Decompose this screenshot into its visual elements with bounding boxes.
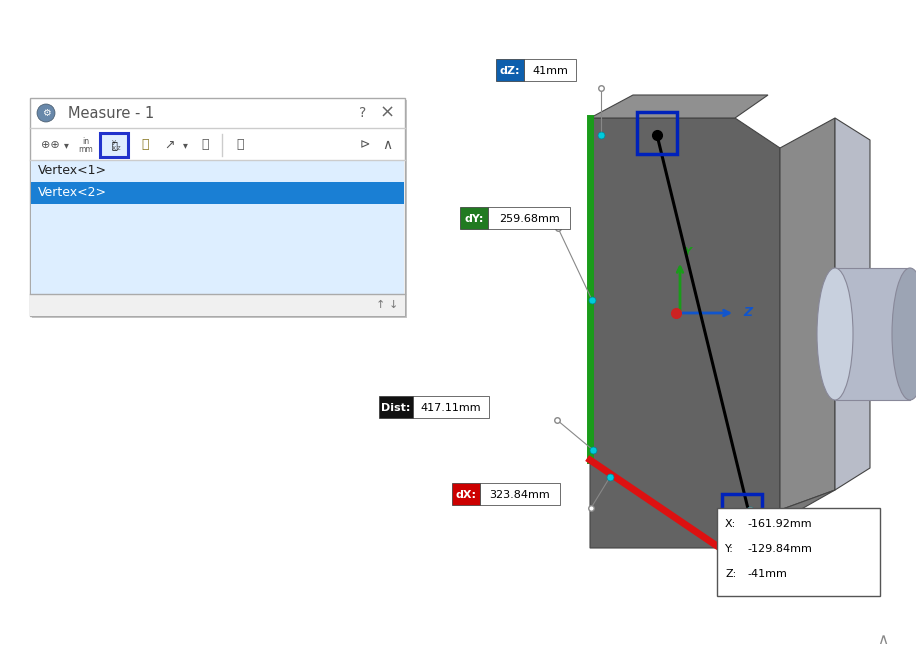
FancyBboxPatch shape [524,59,576,81]
Polygon shape [835,268,910,400]
Text: Dist:: Dist: [381,403,410,413]
Text: X:: X: [725,519,736,529]
Text: Measure - 1: Measure - 1 [68,105,154,120]
Polygon shape [835,118,870,490]
FancyBboxPatch shape [488,207,570,229]
Text: ×: × [379,104,395,122]
Text: 41mm: 41mm [532,66,568,76]
Text: ↑: ↑ [376,300,385,310]
FancyBboxPatch shape [32,100,407,318]
Text: in: in [82,137,90,146]
Text: Y:: Y: [725,544,734,554]
Ellipse shape [892,268,916,400]
Polygon shape [720,490,835,548]
FancyBboxPatch shape [717,508,880,596]
FancyBboxPatch shape [413,396,489,418]
Text: ⊳: ⊳ [360,139,370,152]
Text: -129.84mm: -129.84mm [747,544,812,554]
FancyBboxPatch shape [452,483,480,505]
Text: x: x [112,145,116,151]
Ellipse shape [817,268,853,400]
Text: Z: Z [743,306,752,319]
FancyBboxPatch shape [496,59,524,81]
Text: ∧: ∧ [878,631,889,646]
Text: ↗: ↗ [165,139,175,152]
Text: 👁: 👁 [111,140,117,150]
Text: -41mm: -41mm [747,569,787,579]
Text: 📊: 📊 [236,139,244,152]
Text: y: y [112,139,116,145]
Text: ?: ? [359,106,366,120]
Text: 323.84mm: 323.84mm [490,490,551,500]
FancyBboxPatch shape [30,294,405,316]
FancyBboxPatch shape [31,160,404,294]
Text: dX:: dX: [455,490,476,500]
Text: dY:: dY: [464,214,484,224]
Text: Vertex<1>: Vertex<1> [38,165,107,178]
Text: ▾: ▾ [63,140,69,150]
FancyBboxPatch shape [379,396,413,418]
Text: dZ:: dZ: [500,66,520,76]
Text: ⚙: ⚙ [41,109,50,118]
Text: ⊕⊕: ⊕⊕ [40,140,60,150]
Text: 417.11mm: 417.11mm [420,403,481,413]
Text: ↓: ↓ [388,300,398,310]
Text: z: z [116,145,120,151]
FancyBboxPatch shape [460,207,488,229]
Text: 🏷: 🏷 [141,139,148,152]
FancyBboxPatch shape [100,133,128,157]
Polygon shape [590,118,780,548]
Bar [722,494,762,536]
FancyBboxPatch shape [480,483,560,505]
Text: 🔑: 🔑 [202,139,209,152]
FancyBboxPatch shape [31,182,404,204]
Text: Vertex<2>: Vertex<2> [38,186,107,199]
Text: 259.68mm: 259.68mm [498,214,560,224]
Text: ▾: ▾ [182,140,188,150]
Text: Z:: Z: [725,569,736,579]
Text: ∧: ∧ [382,138,392,152]
Text: -161.92mm: -161.92mm [747,519,812,529]
Polygon shape [780,118,835,510]
FancyBboxPatch shape [30,98,405,316]
Bar [637,112,677,154]
Polygon shape [590,95,768,118]
Text: Y: Y [683,247,691,257]
Circle shape [37,104,55,122]
Text: mm: mm [79,145,93,154]
